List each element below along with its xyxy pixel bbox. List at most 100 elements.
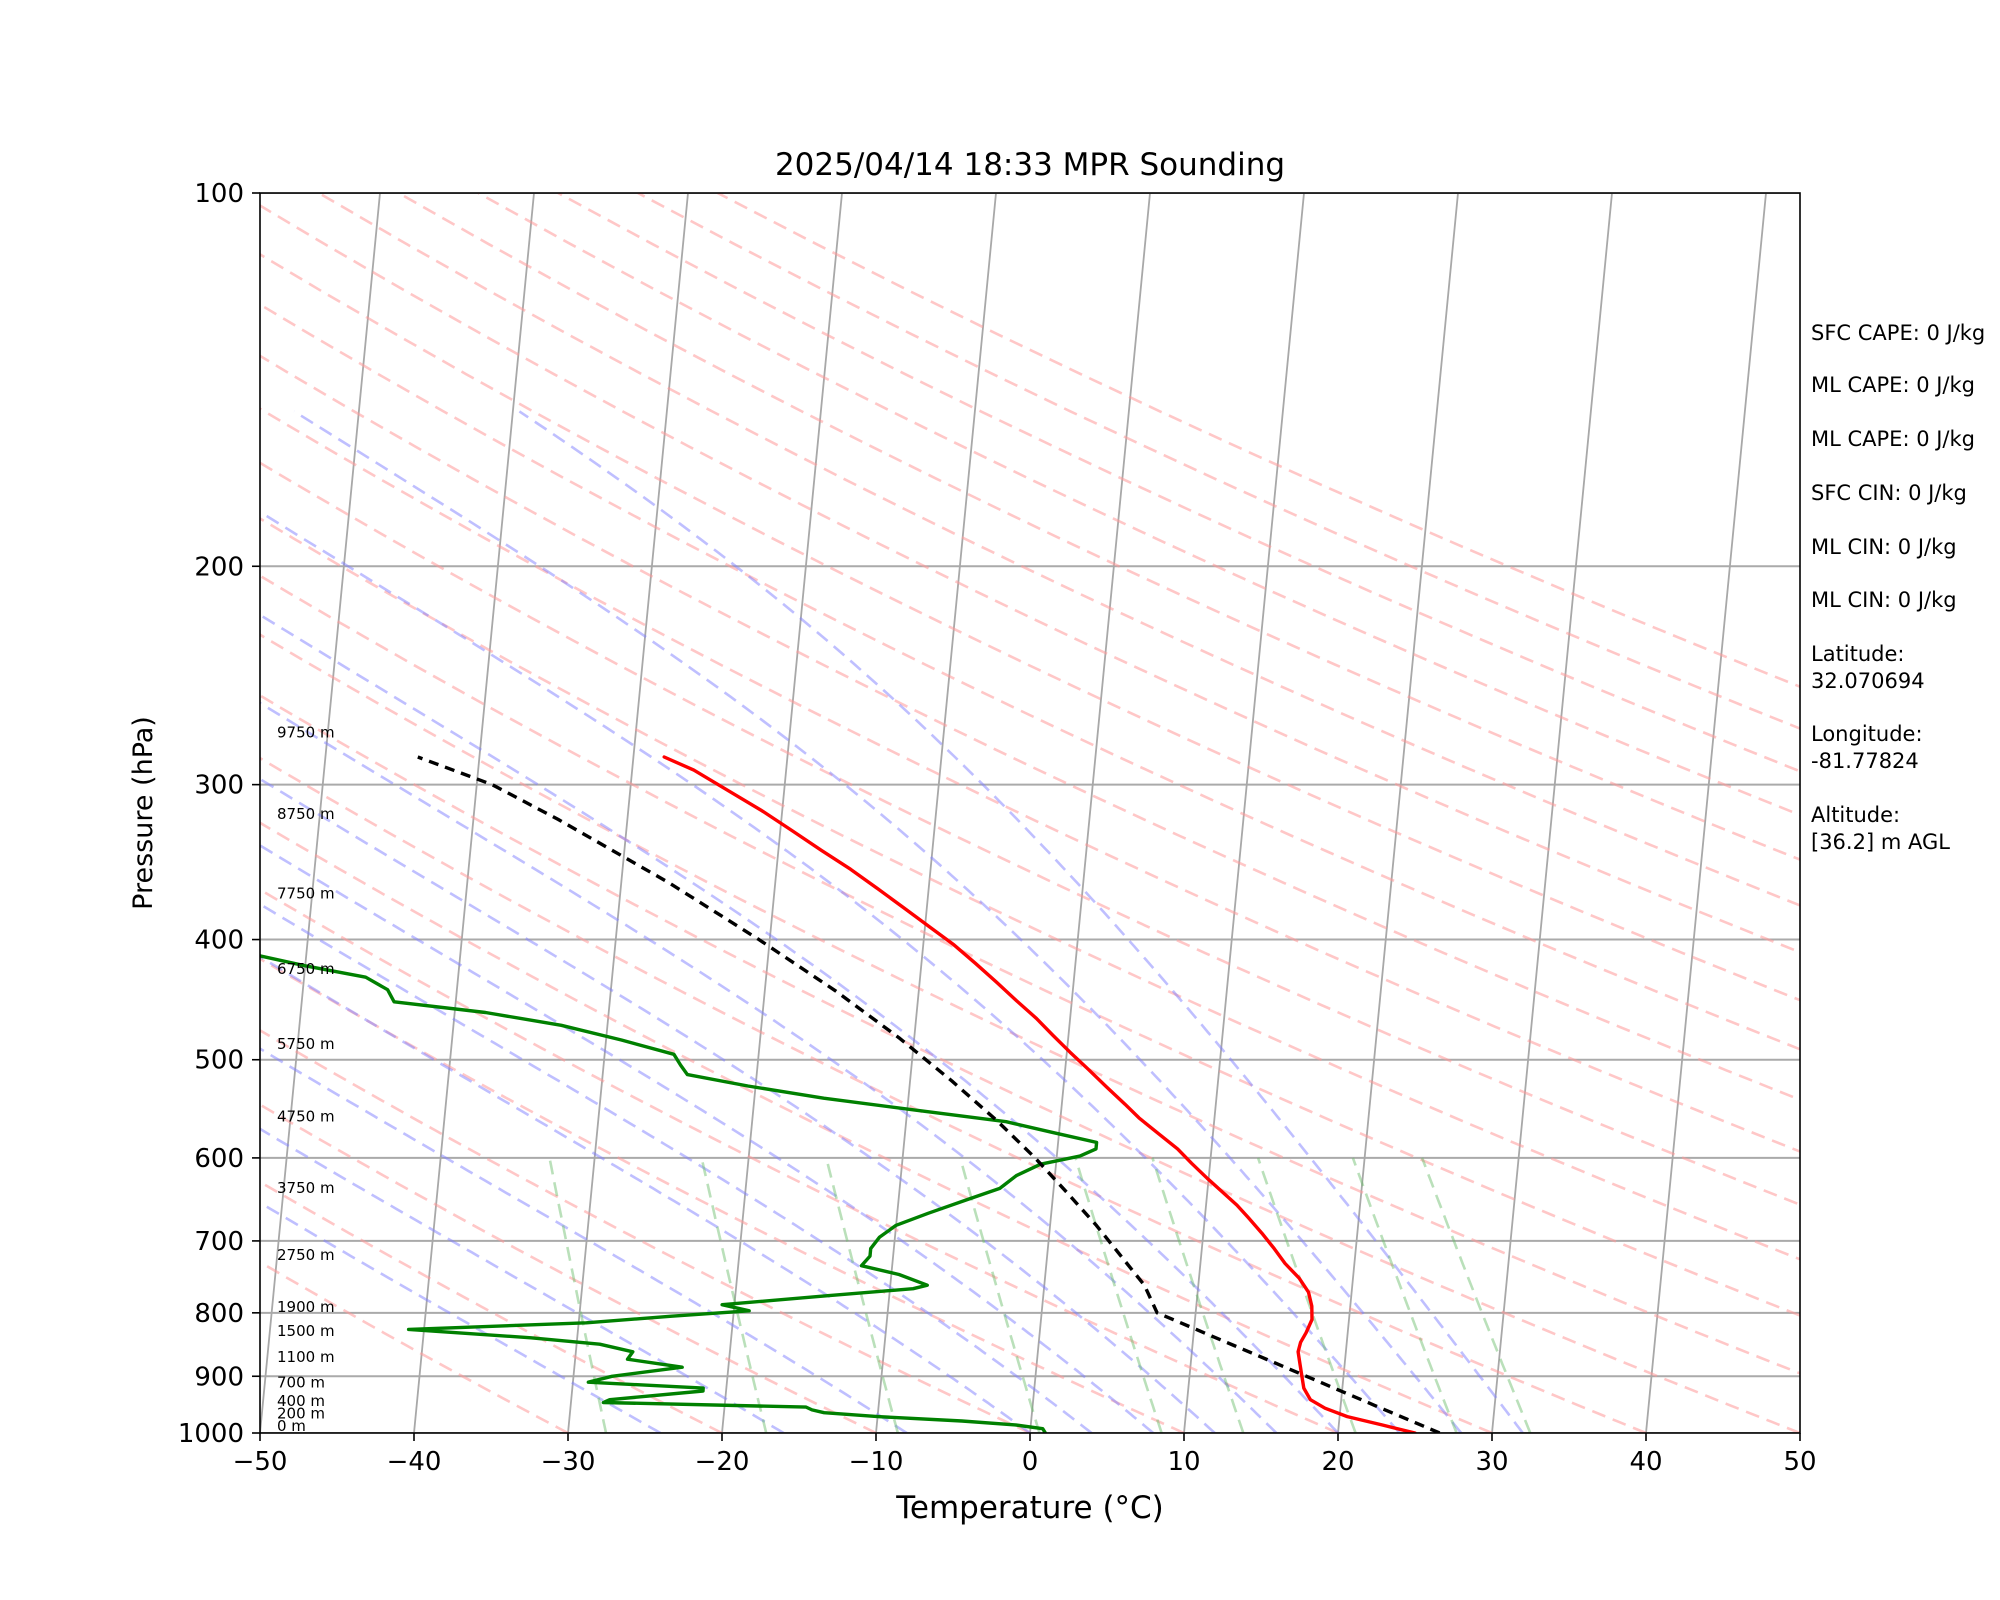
x-tick-label: 10 bbox=[1167, 1447, 1200, 1477]
dry-adiabat bbox=[260, 1028, 1031, 1433]
height-label: 1100 m bbox=[277, 1348, 335, 1366]
isotherm-line bbox=[1491, 193, 1613, 1433]
height-label: 3750 m bbox=[277, 1179, 335, 1197]
dry-adiabat bbox=[637, 193, 1800, 730]
sfc-cape-text: SFC CAPE: 0 J/kg bbox=[1811, 321, 1985, 345]
dry-adiabat bbox=[260, 957, 1185, 1433]
background-reference-lines bbox=[260, 193, 1800, 1433]
height-label: 5750 m bbox=[277, 1035, 335, 1053]
ml-cape-text-2: ML CAPE: 0 J/kg bbox=[1811, 427, 1975, 451]
dewpoint-profile-line bbox=[260, 954, 1099, 1433]
mixing-ratio-line bbox=[958, 1157, 1041, 1433]
y-tick-label: 600 bbox=[194, 1144, 244, 1174]
height-label: 8750 m bbox=[277, 805, 335, 823]
dry-adiabat bbox=[260, 252, 1800, 1002]
y-tick-label: 700 bbox=[194, 1227, 244, 1257]
dry-adiabat bbox=[260, 407, 1800, 1153]
moist-adiabat bbox=[260, 955, 1031, 1433]
moist-adiabat bbox=[518, 410, 1524, 1433]
mixing-ratio-line bbox=[1151, 1157, 1245, 1433]
x-tick-label: −50 bbox=[233, 1447, 288, 1477]
x-tick-label: 20 bbox=[1321, 1447, 1354, 1477]
longitude-label: Longitude: bbox=[1811, 722, 1923, 746]
x-tick-label: −10 bbox=[849, 1447, 904, 1477]
y-tick-label: 500 bbox=[194, 1046, 244, 1076]
y-tick-label: 1000 bbox=[178, 1419, 244, 1449]
sounding-profiles bbox=[260, 755, 1441, 1433]
moist-adiabat bbox=[260, 1201, 662, 1433]
parcel-profile-line bbox=[417, 755, 1441, 1433]
x-tick-label: 30 bbox=[1475, 1447, 1508, 1477]
height-label: 2750 m bbox=[277, 1246, 335, 1264]
dry-adiabat bbox=[557, 193, 1800, 773]
moist-adiabat bbox=[260, 701, 1278, 1433]
x-tick-label: 40 bbox=[1629, 1447, 1662, 1477]
mixing-ratio-line bbox=[1351, 1157, 1458, 1433]
y-tick-label: 900 bbox=[194, 1362, 244, 1392]
moist-adiabat bbox=[260, 510, 1401, 1433]
isotherm-line bbox=[1029, 193, 1151, 1433]
x-tick-label: 0 bbox=[1022, 1447, 1039, 1477]
moist-adiabat bbox=[260, 843, 1155, 1433]
height-label: 200 m bbox=[277, 1404, 325, 1422]
moist-adiabat bbox=[260, 1127, 785, 1433]
x-tick-label: −40 bbox=[387, 1447, 442, 1477]
isotherm-line bbox=[260, 193, 381, 1433]
height-label: 6750 m bbox=[277, 960, 335, 978]
isotherm-line bbox=[1645, 193, 1767, 1433]
moist-adiabat bbox=[260, 902, 1093, 1433]
isotherm-line bbox=[567, 193, 689, 1433]
x-axis-ticks: −50 −40 −30 −20 −10 0 10 20 30 40 50 bbox=[233, 1433, 1817, 1477]
height-label: 1900 m bbox=[277, 1298, 335, 1316]
isotherm-line bbox=[721, 193, 843, 1433]
x-tick-label: 50 bbox=[1783, 1447, 1816, 1477]
chart-title: 2025/04/14 18:33 MPR Sounding bbox=[775, 147, 1285, 183]
y-tick-label: 400 bbox=[194, 926, 244, 956]
dry-adiabat bbox=[260, 302, 1800, 1051]
moist-adiabat bbox=[260, 1047, 908, 1433]
height-label: 1500 m bbox=[277, 1322, 335, 1340]
sfc-cin-text: SFC CIN: 0 J/kg bbox=[1811, 481, 1967, 505]
ml-cape-text: ML CAPE: 0 J/kg bbox=[1811, 373, 1975, 397]
dry-adiabat bbox=[260, 1103, 877, 1433]
dry-adiabat bbox=[260, 354, 1800, 1102]
mixing-ratio-line bbox=[1256, 1157, 1357, 1433]
ml-cin-text-2: ML CIN: 0 J/kg bbox=[1811, 588, 1957, 612]
dry-adiabat bbox=[260, 633, 1800, 1375]
dry-adiabat bbox=[260, 516, 1800, 1261]
y-axis-label: Pressure (hPa) bbox=[128, 716, 159, 910]
latitude-value: 32.070694 bbox=[1811, 669, 1925, 693]
y-tick-label: 100 bbox=[194, 179, 244, 209]
height-label: 700 m bbox=[277, 1373, 325, 1391]
y-tick-label: 200 bbox=[194, 552, 244, 582]
dry-adiabat bbox=[260, 693, 1800, 1433]
altitude-label: Altitude: bbox=[1811, 803, 1900, 827]
height-label: 400 m bbox=[277, 1392, 325, 1410]
moist-adiabat bbox=[260, 613, 1339, 1433]
dry-adiabat bbox=[260, 574, 1800, 1317]
altitude-value: [36.2] m AGL bbox=[1811, 830, 1950, 854]
height-label: 7750 m bbox=[277, 884, 335, 902]
dry-adiabat bbox=[260, 461, 1800, 1207]
dry-adiabat bbox=[260, 821, 1493, 1433]
y-axis-ticks: 100 200 300 400 500 600 700 800 900 1000 bbox=[178, 179, 260, 1449]
x-tick-label: −30 bbox=[541, 1447, 596, 1477]
dry-adiabat bbox=[260, 1260, 569, 1433]
dry-adiabat bbox=[260, 888, 1339, 1433]
y-tick-label: 800 bbox=[194, 1299, 244, 1329]
sounding-info-panel: SFC CAPE: 0 J/kg ML CAPE: 0 J/kg ML CAPE… bbox=[1811, 321, 1985, 854]
dry-adiabat bbox=[260, 204, 1800, 954]
ml-cin-text: ML CIN: 0 J/kg bbox=[1811, 535, 1957, 559]
height-label: 4750 m bbox=[277, 1108, 335, 1126]
x-tick-label: −20 bbox=[695, 1447, 750, 1477]
mixing-ratio-line bbox=[825, 1157, 900, 1433]
isotherm-line bbox=[413, 193, 535, 1433]
height-label: 9750 m bbox=[277, 724, 335, 742]
temperature-profile-line bbox=[662, 755, 1417, 1433]
y-tick-label: 300 bbox=[194, 771, 244, 801]
longitude-value: -81.77824 bbox=[1811, 749, 1919, 773]
height-label: 0 m bbox=[277, 1417, 306, 1435]
mixing-ratio-line bbox=[1074, 1157, 1163, 1433]
